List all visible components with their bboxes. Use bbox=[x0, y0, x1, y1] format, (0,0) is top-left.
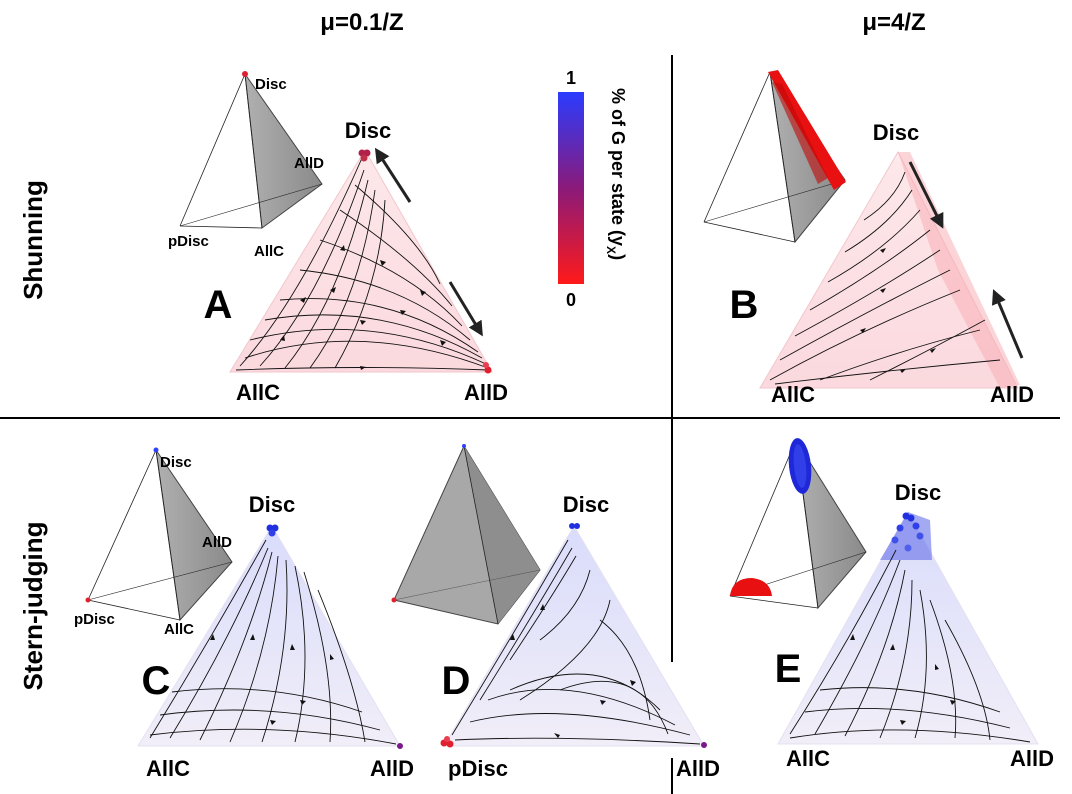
panel-c-vertex-left: AllC bbox=[146, 756, 190, 781]
colorbar: 1 0 % of G per state (yX) bbox=[558, 68, 628, 310]
panel-b-vertex-left: AllC bbox=[771, 382, 815, 407]
tetra-c-disc: Disc bbox=[160, 454, 192, 471]
flow-arrow-b-up bbox=[991, 289, 1024, 359]
streamline-arrows-a bbox=[280, 245, 446, 370]
tetra-a-allc: AllC bbox=[254, 243, 284, 260]
panel-d-vertex-right: AllD bbox=[676, 756, 720, 781]
panel-e: Disc AllC AllD E bbox=[729, 438, 1054, 771]
streamlines-c bbox=[149, 539, 397, 745]
streamlines-a bbox=[235, 157, 489, 371]
tetra-c-allc: AllC bbox=[164, 621, 194, 638]
streamlines-d bbox=[451, 539, 701, 745]
panel-b-vertex-top: Disc bbox=[873, 120, 919, 145]
panel-a-vertex-right: AllD bbox=[464, 380, 508, 405]
panel-a-letter: A bbox=[204, 283, 233, 327]
header-right: μ=4/Z bbox=[862, 9, 925, 36]
simplex-d bbox=[443, 525, 705, 747]
row-label-stern-judging: Stern-judging bbox=[18, 522, 48, 691]
panel-e-vertex-top: Disc bbox=[895, 480, 941, 505]
panel-b: Disc AllC AllD B bbox=[703, 70, 1034, 407]
flow-arrow-a-down bbox=[448, 281, 483, 337]
simplex-a bbox=[229, 149, 493, 373]
flow-arrow-b-down bbox=[908, 161, 944, 229]
panel-a: Disc AllD AllC pDisc bbox=[168, 71, 508, 405]
panel-c-letter: C bbox=[142, 659, 171, 703]
panel-e-letter: E bbox=[775, 647, 802, 691]
tetra-inset-e bbox=[729, 438, 867, 610]
streamlines-e bbox=[789, 549, 1031, 743]
colorbar-gradient bbox=[558, 92, 584, 284]
panel-c: Disc AllD AllC pDisc bbox=[74, 447, 414, 781]
simplex-e bbox=[777, 510, 1039, 745]
tetra-a-alld: AllD bbox=[294, 155, 324, 172]
panel-d: Disc pDisc AllD D bbox=[391, 444, 720, 781]
header-left: μ=0.1/Z bbox=[320, 9, 403, 36]
colorbar-title: % of G per state (yX) bbox=[604, 88, 628, 260]
panel-e-vertex-right: AllD bbox=[1010, 746, 1054, 771]
streamline-arrows-b bbox=[860, 248, 936, 373]
panel-c-vertex-right: AllD bbox=[370, 756, 414, 781]
grid-dividers bbox=[0, 55, 1060, 794]
streamline-arrows-d bbox=[510, 604, 636, 738]
row-label-shunning: Shunning bbox=[18, 180, 48, 300]
panel-d-vertex-top: Disc bbox=[563, 492, 609, 517]
tetra-inset-c: Disc AllD AllC pDisc bbox=[74, 447, 233, 638]
panel-a-vertex-top: Disc bbox=[345, 118, 391, 143]
panel-d-letter: D bbox=[442, 659, 471, 703]
tetra-inset-d bbox=[391, 444, 541, 625]
panel-c-vertex-top: Disc bbox=[249, 492, 295, 517]
simplex-b-edge-band bbox=[898, 152, 1020, 388]
colorbar-max-label: 1 bbox=[566, 68, 576, 88]
streamline-arrows-c bbox=[210, 634, 334, 725]
tetra-inset-a: Disc AllD AllC pDisc bbox=[168, 71, 324, 260]
tetra-a-pdisc: pDisc bbox=[168, 233, 209, 250]
colorbar-min-label: 0 bbox=[566, 290, 576, 310]
panel-a-vertex-left: AllC bbox=[236, 380, 280, 405]
panel-b-vertex-right: AllD bbox=[990, 382, 1034, 407]
tetra-inset-b bbox=[703, 70, 846, 244]
streamline-arrows-e bbox=[850, 634, 956, 725]
tetra-a-disc: Disc bbox=[255, 76, 287, 93]
flow-arrow-a-up bbox=[374, 147, 412, 203]
simplex-e-blue-cluster bbox=[880, 512, 932, 560]
panel-d-vertex-left: pDisc bbox=[448, 756, 508, 781]
panel-b-letter: B bbox=[730, 283, 759, 327]
tetra-c-alld: AllD bbox=[202, 534, 232, 551]
panel-e-vertex-left: AllC bbox=[786, 746, 830, 771]
tetra-c-pdisc: pDisc bbox=[74, 611, 115, 628]
